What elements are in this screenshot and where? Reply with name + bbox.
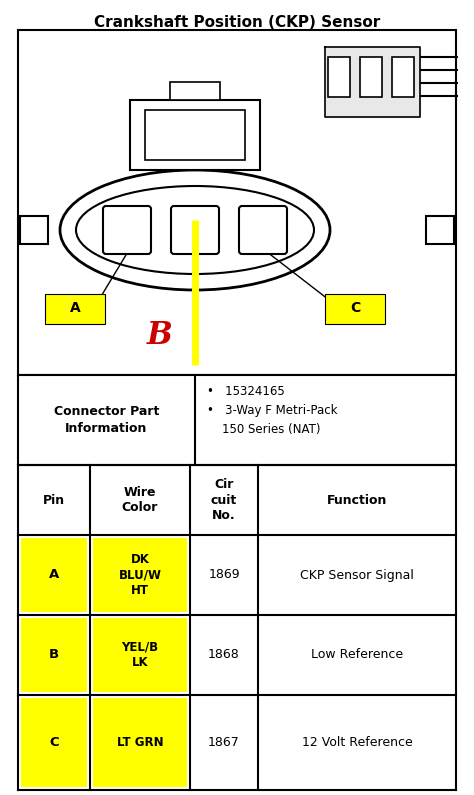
Text: A: A xyxy=(70,301,81,315)
Bar xyxy=(392,57,414,97)
Bar xyxy=(20,216,48,244)
Text: Crankshaft Position (CKP) Sensor: Crankshaft Position (CKP) Sensor xyxy=(94,15,380,30)
Text: A: A xyxy=(49,568,59,581)
Bar xyxy=(21,618,87,692)
Bar xyxy=(21,538,87,612)
Text: DK
BLU/W
HT: DK BLU/W HT xyxy=(118,553,162,597)
Bar xyxy=(18,30,456,375)
Bar xyxy=(360,57,382,97)
Bar xyxy=(426,216,454,244)
Bar xyxy=(93,538,187,612)
Text: Low Reference: Low Reference xyxy=(311,649,403,661)
Text: C: C xyxy=(49,736,59,749)
Bar xyxy=(93,698,187,787)
Bar xyxy=(170,82,220,100)
Text: •   15324165
•   3-Way F Metri-Pack
    150 Series (NAT): • 15324165 • 3-Way F Metri-Pack 150 Seri… xyxy=(207,385,337,436)
FancyBboxPatch shape xyxy=(103,206,151,254)
Text: 12 Volt Reference: 12 Volt Reference xyxy=(301,736,412,749)
FancyBboxPatch shape xyxy=(171,206,219,254)
Text: C: C xyxy=(350,301,360,315)
Text: CKP Sensor Signal: CKP Sensor Signal xyxy=(300,568,414,581)
Polygon shape xyxy=(325,47,420,117)
Ellipse shape xyxy=(60,170,330,290)
Bar xyxy=(45,294,105,324)
Text: 1869: 1869 xyxy=(208,568,240,581)
Bar xyxy=(328,57,350,97)
Bar xyxy=(21,698,87,787)
Bar xyxy=(130,100,260,170)
Text: Pin: Pin xyxy=(43,494,65,506)
Bar xyxy=(145,110,245,160)
Text: 1867: 1867 xyxy=(208,736,240,749)
FancyBboxPatch shape xyxy=(239,206,287,254)
Bar xyxy=(93,618,187,692)
Ellipse shape xyxy=(76,186,314,274)
Text: Wire
Color: Wire Color xyxy=(122,486,158,514)
Text: 1868: 1868 xyxy=(208,649,240,661)
Text: B: B xyxy=(147,320,173,351)
Bar xyxy=(18,375,456,465)
Text: Cir
cuit
No.: Cir cuit No. xyxy=(211,478,237,522)
Text: Connector Part
Information: Connector Part Information xyxy=(54,405,159,435)
Text: LT GRN: LT GRN xyxy=(117,736,164,749)
Bar xyxy=(325,294,385,324)
Text: B: B xyxy=(49,649,59,661)
Text: Function: Function xyxy=(327,494,387,506)
Text: YEL/B
LK: YEL/B LK xyxy=(121,641,159,669)
